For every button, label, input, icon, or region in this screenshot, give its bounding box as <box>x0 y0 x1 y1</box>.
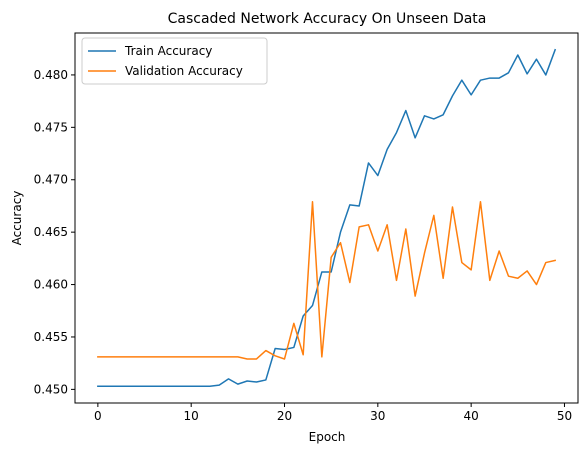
x-tick-label: 30 <box>370 409 385 423</box>
y-axis-label: Accuracy <box>10 191 24 246</box>
y-tick-label: 0.450 <box>34 382 68 396</box>
y-tick-label: 0.480 <box>34 68 68 82</box>
y-tick-label: 0.475 <box>34 120 68 134</box>
legend-box <box>81 37 268 85</box>
plot-area <box>97 48 557 387</box>
x-tick-label: 10 <box>184 409 199 423</box>
x-tick-label: 40 <box>464 409 479 423</box>
x-tick-label: 50 <box>557 409 572 423</box>
x-tick-label: 0 <box>94 409 102 423</box>
y-axis: 0.450 0.455 0.460 0.465 0.470 0.475 0.480 <box>34 68 75 396</box>
y-tick-label: 0.455 <box>34 330 68 344</box>
y-tick-label: 0.470 <box>34 173 68 187</box>
x-axis-label: Epoch <box>309 430 346 444</box>
y-tick-label: 0.465 <box>34 225 68 239</box>
legend-label: Train Accuracy <box>124 44 212 58</box>
chart-title: Cascaded Network Accuracy On Unseen Data <box>168 11 487 27</box>
plot-frame <box>74 32 579 404</box>
x-axis: 0 10 20 30 40 50 <box>94 403 572 423</box>
legend-label: Validation Accuracy <box>125 64 243 78</box>
series-line-train-accuracy <box>97 48 557 387</box>
x-tick-label: 20 <box>277 409 292 423</box>
legend: Train Accuracy Validation Accuracy <box>81 37 268 85</box>
y-tick-label: 0.460 <box>34 278 68 292</box>
series-line-validation-accuracy <box>97 201 557 360</box>
